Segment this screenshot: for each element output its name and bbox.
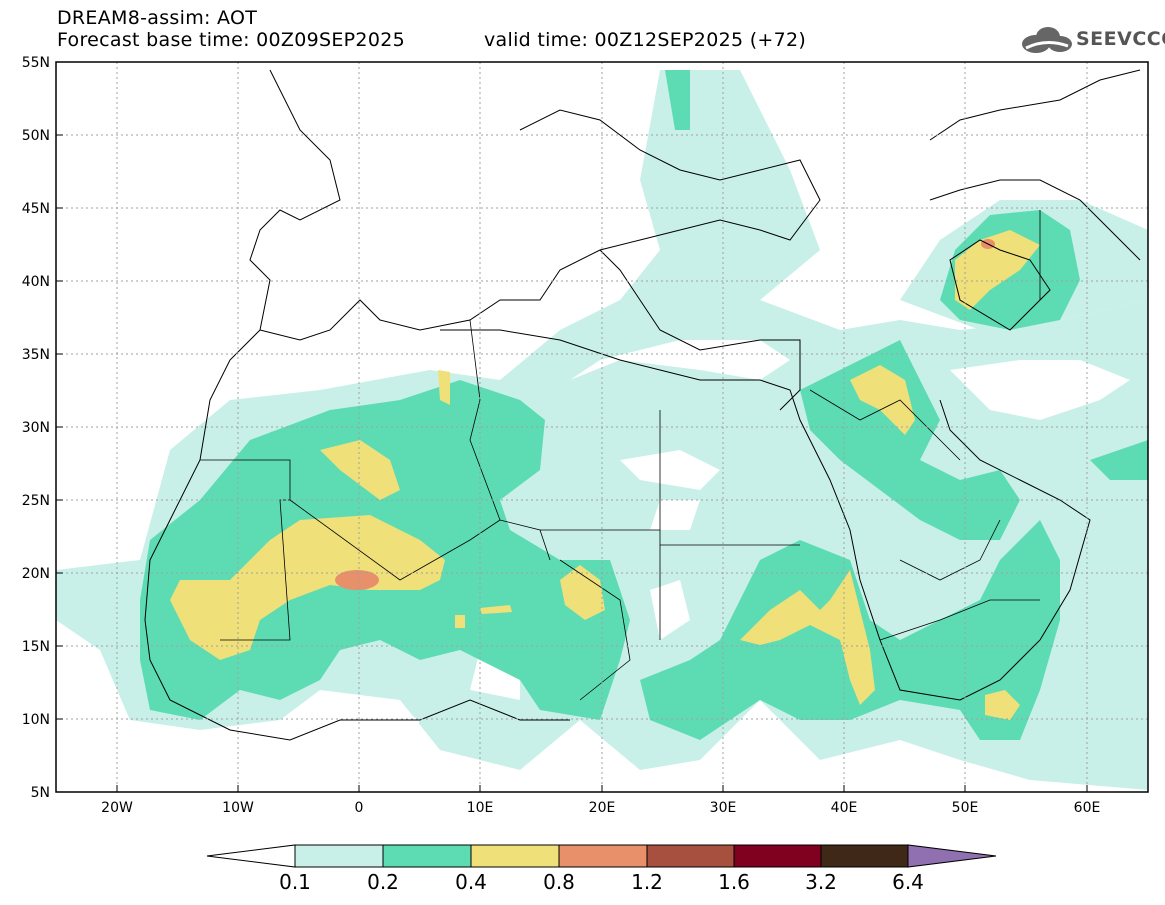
lat-label: 30N — [22, 420, 50, 436]
colorbar-label: 0.1 — [279, 870, 311, 894]
cloud-icon — [1022, 27, 1072, 53]
colorbar-swatch — [646, 844, 735, 868]
lat-labels: 5N 10N 15N 20N 25N 30N 35N 40N 45N 50N 5… — [22, 55, 50, 801]
lon-label: 30E — [710, 800, 737, 816]
lat-label: 40N — [22, 274, 50, 290]
lat-label: 10N — [22, 712, 50, 728]
lat-label: 50N — [22, 128, 50, 144]
colorbar-swatch — [558, 844, 648, 868]
title-line-2: Forecast base time: 00Z09SEP2025 — [57, 29, 405, 51]
lon-label: 0 — [355, 800, 364, 816]
lon-label: 20W — [101, 800, 133, 816]
lat-label: 55N — [22, 55, 50, 71]
logo-text: SEEVCCC — [1076, 28, 1165, 50]
lat-label: 20N — [22, 566, 50, 582]
axis-ticks — [56, 61, 1088, 793]
colorbar-label: 0.4 — [455, 870, 487, 894]
colorbar-label: 0.2 — [367, 870, 399, 894]
colorbar-swatch — [294, 844, 384, 868]
colorbar-arrow-left — [206, 844, 296, 868]
gridlines — [56, 62, 1148, 792]
title-line-1: DREAM8-assim: AOT — [57, 7, 258, 29]
colorbar-label: 0.8 — [543, 870, 575, 894]
valid-time: valid time: 00Z12SEP2025 (+72) — [484, 29, 807, 51]
lon-label: 10E — [467, 800, 494, 816]
colorbar-swatch — [470, 844, 560, 868]
colorbar-swatch — [733, 844, 822, 868]
coastlines — [144, 69, 1141, 741]
colorbar-label: 3.2 — [805, 870, 837, 894]
lat-label: 5N — [31, 785, 50, 801]
lat-label: 45N — [22, 201, 50, 217]
colorbar-swatch — [382, 844, 472, 868]
aot-shading — [56, 70, 1148, 790]
colorbar-label: 1.2 — [631, 870, 663, 894]
colorbar-label: 1.6 — [718, 870, 750, 894]
lat-label: 15N — [22, 639, 50, 655]
lon-labels: 20W 10W 0 10E 20E 30E 40E 50E 60E — [101, 800, 1100, 816]
lon-label: 20E — [589, 800, 616, 816]
aot-level-0.4 — [170, 230, 1040, 720]
colorbar-label: 6.4 — [892, 870, 924, 894]
country-borders — [200, 210, 1041, 701]
lat-label: 35N — [22, 347, 50, 363]
lon-label: 10W — [222, 800, 254, 816]
seevccc-logo: SEEVCCC — [1018, 24, 1165, 56]
lon-label: 50E — [952, 800, 979, 816]
lat-label: 25N — [22, 493, 50, 509]
aot-level-below-0.1 — [325, 340, 1130, 780]
colorbar-swatch — [820, 844, 909, 868]
lon-label: 60E — [1074, 800, 1101, 816]
lon-label: 40E — [831, 800, 858, 816]
colorbar-arrow-right — [907, 844, 997, 868]
colorbar — [206, 844, 997, 868]
